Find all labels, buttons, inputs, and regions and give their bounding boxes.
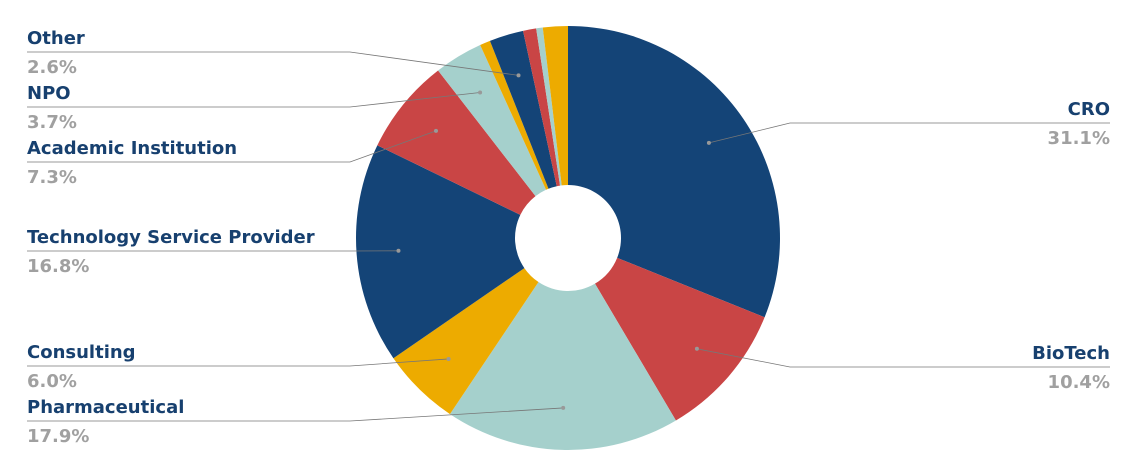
donut-slice bbox=[449, 282, 676, 450]
donut-slice bbox=[542, 26, 568, 186]
leader-line bbox=[27, 358, 449, 367]
slice-label: NPO bbox=[27, 83, 71, 104]
leader-line bbox=[708, 122, 1110, 144]
donut-slice bbox=[355, 145, 525, 359]
leader-dot bbox=[694, 346, 699, 351]
donut-slice bbox=[480, 40, 549, 190]
leader-dot bbox=[396, 248, 401, 253]
leader-line bbox=[27, 51, 519, 76]
leader-line bbox=[696, 348, 1110, 368]
leader-line bbox=[27, 130, 437, 163]
slice-value: 31.1% bbox=[1048, 128, 1110, 149]
slice-value: 16.8% bbox=[27, 256, 89, 277]
slice-value: 7.3% bbox=[27, 167, 77, 188]
donut-slice bbox=[523, 28, 561, 187]
donut-slice bbox=[536, 27, 562, 186]
leader-dot bbox=[516, 73, 521, 78]
donut-slice bbox=[568, 26, 780, 318]
leader-dot bbox=[433, 128, 438, 133]
slice-label: Technology Service Provider bbox=[27, 227, 315, 248]
leader-dot bbox=[478, 90, 483, 95]
slice-value: 10.4% bbox=[1048, 372, 1110, 393]
donut-slice bbox=[393, 268, 539, 415]
slice-label: Consulting bbox=[27, 342, 136, 363]
donut-slice bbox=[377, 70, 536, 215]
donut-slice bbox=[438, 45, 547, 197]
slice-value: 3.7% bbox=[27, 112, 77, 133]
slice-label: CRO bbox=[1068, 99, 1110, 120]
leader-line bbox=[27, 407, 564, 422]
slice-value: 2.6% bbox=[27, 57, 77, 78]
slice-label: Other bbox=[27, 28, 85, 49]
slice-label: Academic Institution bbox=[27, 138, 237, 159]
leader-line bbox=[27, 92, 481, 108]
slice-label: BioTech bbox=[1032, 343, 1110, 364]
slice-value: 6.0% bbox=[27, 371, 77, 392]
slice-value: 17.9% bbox=[27, 426, 89, 447]
donut-slice bbox=[489, 30, 557, 189]
slice-label: Pharmaceutical bbox=[27, 397, 184, 418]
leader-dot bbox=[561, 405, 566, 410]
leader-dot bbox=[446, 356, 451, 361]
leader-dot bbox=[706, 140, 711, 145]
donut-slice bbox=[594, 257, 765, 421]
